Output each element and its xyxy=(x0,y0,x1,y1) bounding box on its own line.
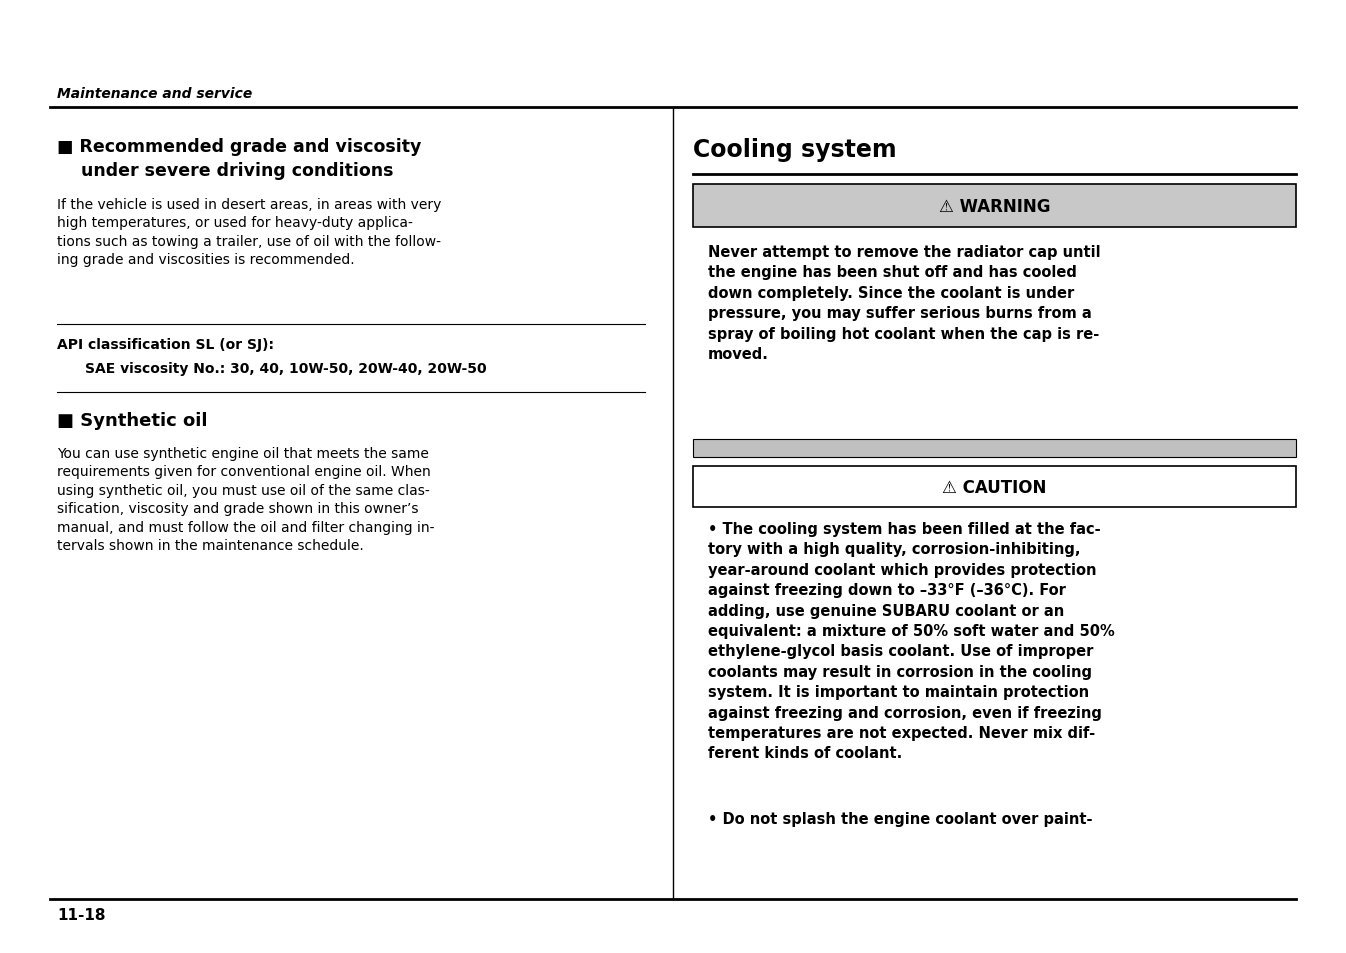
Text: API classification SL (or SJ):: API classification SL (or SJ): xyxy=(57,337,275,352)
Text: • The cooling system has been filled at the fac-
tory with a high quality, corro: • The cooling system has been filled at … xyxy=(708,521,1114,760)
Text: ⚠ CAUTION: ⚠ CAUTION xyxy=(942,478,1047,496)
Text: Never attempt to remove the radiator cap until
the engine has been shut off and : Never attempt to remove the radiator cap… xyxy=(708,245,1101,361)
FancyBboxPatch shape xyxy=(693,467,1296,507)
Text: ⚠ WARNING: ⚠ WARNING xyxy=(938,197,1050,215)
FancyBboxPatch shape xyxy=(693,185,1296,228)
Text: ■ Synthetic oil: ■ Synthetic oil xyxy=(57,412,207,430)
Text: ■ Recommended grade and viscosity: ■ Recommended grade and viscosity xyxy=(57,138,421,156)
Text: If the vehicle is used in desert areas, in areas with very
high temperatures, or: If the vehicle is used in desert areas, … xyxy=(57,198,441,267)
Text: SAE viscosity No.: 30, 40, 10W-50, 20W-40, 20W-50: SAE viscosity No.: 30, 40, 10W-50, 20W-4… xyxy=(85,361,487,375)
Text: Cooling system: Cooling system xyxy=(693,138,896,162)
Text: You can use synthetic engine oil that meets the same
requirements given for conv: You can use synthetic engine oil that me… xyxy=(57,447,435,553)
FancyBboxPatch shape xyxy=(693,439,1296,457)
Text: • Do not splash the engine coolant over paint-: • Do not splash the engine coolant over … xyxy=(708,811,1093,826)
Text: under severe driving conditions: under severe driving conditions xyxy=(57,162,393,180)
Text: 11-18: 11-18 xyxy=(57,907,105,923)
Text: Maintenance and service: Maintenance and service xyxy=(57,87,252,101)
